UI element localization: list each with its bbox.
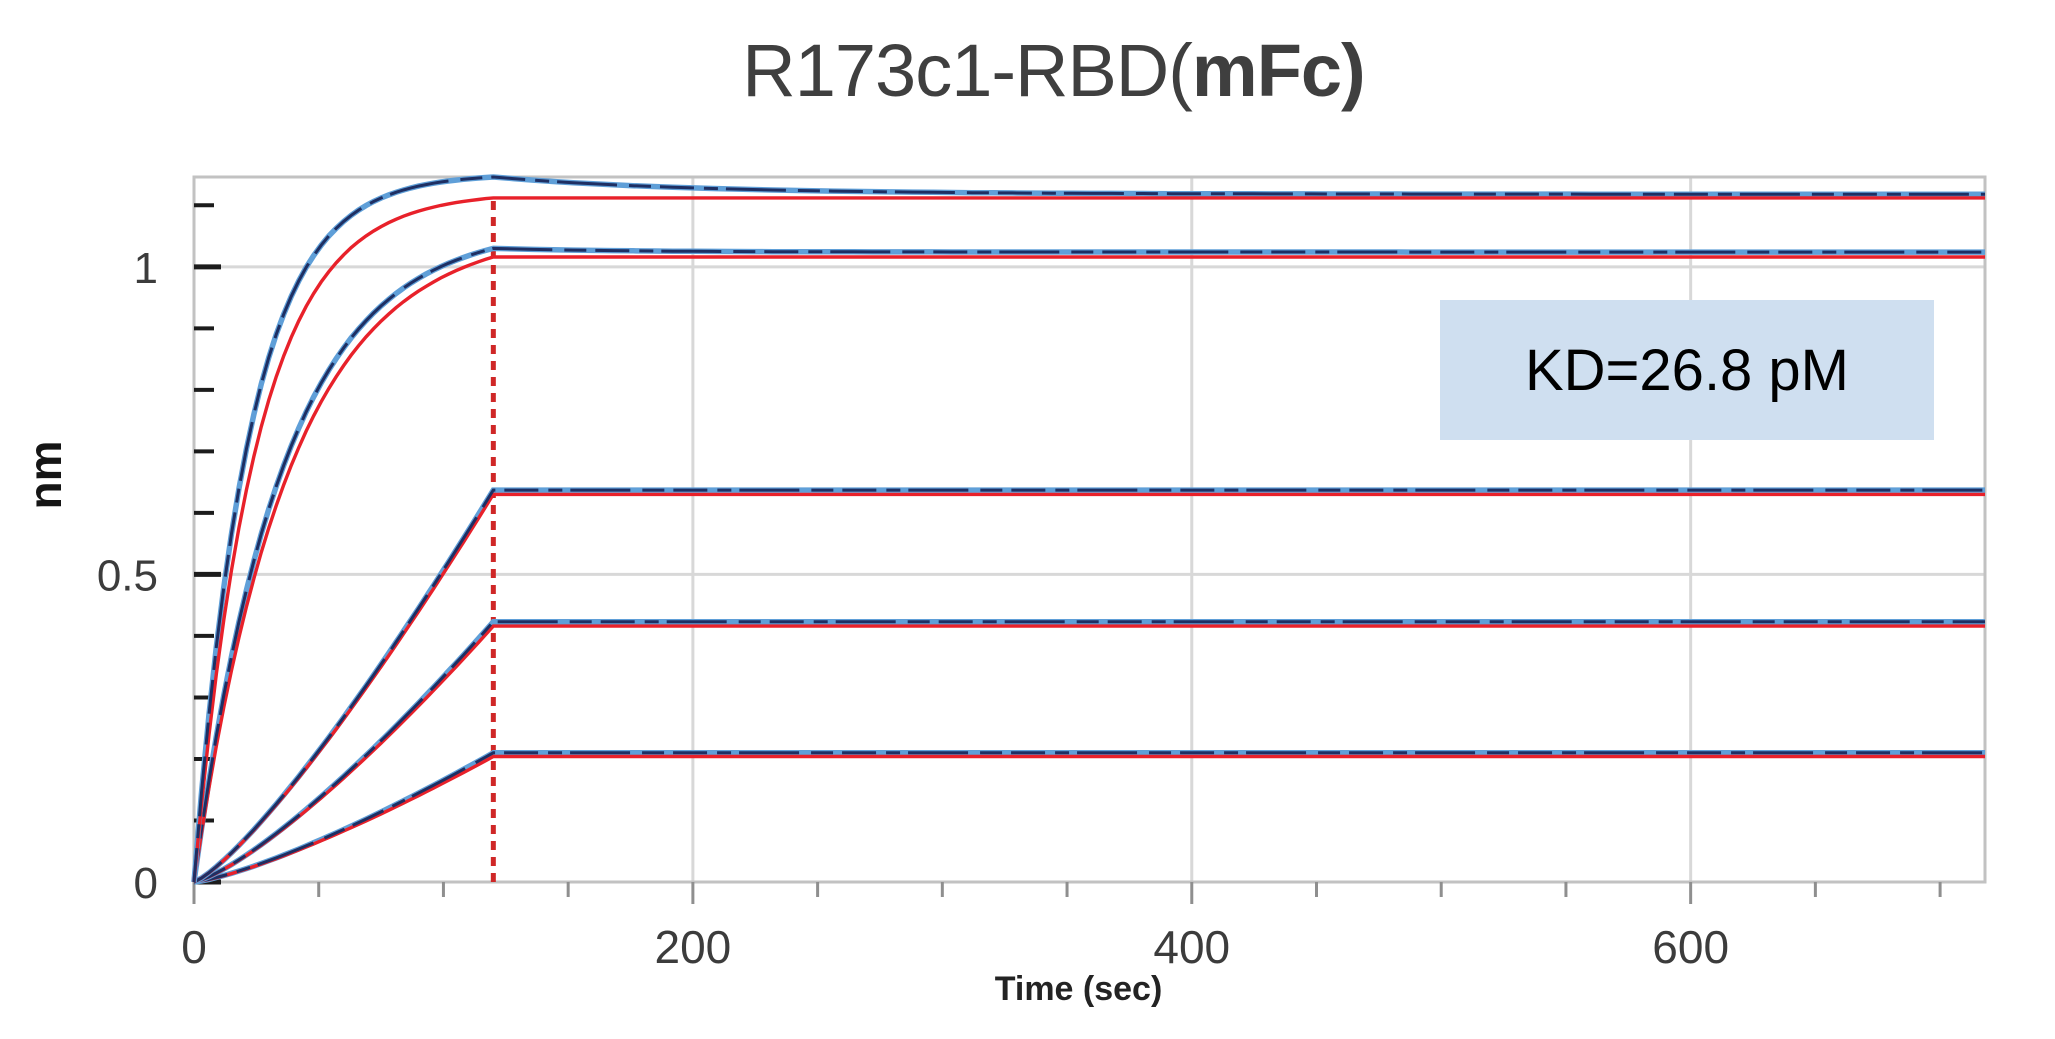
x-tick-label: 200 — [655, 921, 732, 973]
y-axis-label: nm — [19, 440, 71, 510]
data-trace-lightblue-trace-1-highest-conc — [191, 174, 1985, 883]
kd-annotation-box: KD=26.8 pM — [1440, 300, 1934, 440]
x-tick-label: 400 — [1153, 921, 1230, 973]
chart-title: R173c1-RBD(mFc) — [26, 30, 2055, 111]
fit-curve-red-trace-3 — [193, 492, 1985, 884]
chart-title-suffix: mFc) — [1191, 29, 1366, 112]
data-trace-navy-trace-2 — [192, 246, 1985, 883]
data-trace-navy-trace-4 — [193, 620, 1985, 884]
data-trace-navy-trace-3 — [193, 488, 1985, 884]
fit-curve-red-trace-2 — [192, 255, 1985, 883]
data-trace-navy-trace-1-highest-conc — [192, 175, 1985, 883]
x-tick-label: 600 — [1652, 921, 1729, 973]
chart-title-main: R173c1-RBD( — [742, 29, 1193, 112]
y-tick-label: 0 — [134, 859, 158, 908]
y-tick-label: 1 — [134, 244, 158, 293]
kd-annotation-text: KD=26.8 pM — [1524, 337, 1849, 403]
fit-curve-red-trace-5-lowest-conc — [193, 754, 1985, 884]
data-trace-navy-trace-5-lowest-conc — [193, 751, 1985, 884]
fit-curve-red-trace-1-highest-conc — [192, 196, 1985, 883]
plot-frame — [192, 175, 1987, 884]
y-tick-label: 0.5 — [97, 551, 158, 600]
x-axis-label: Time (sec) — [994, 970, 1163, 1008]
data-trace-lightblue-trace-3 — [192, 487, 1985, 885]
x-tick-label: 0 — [181, 921, 207, 973]
